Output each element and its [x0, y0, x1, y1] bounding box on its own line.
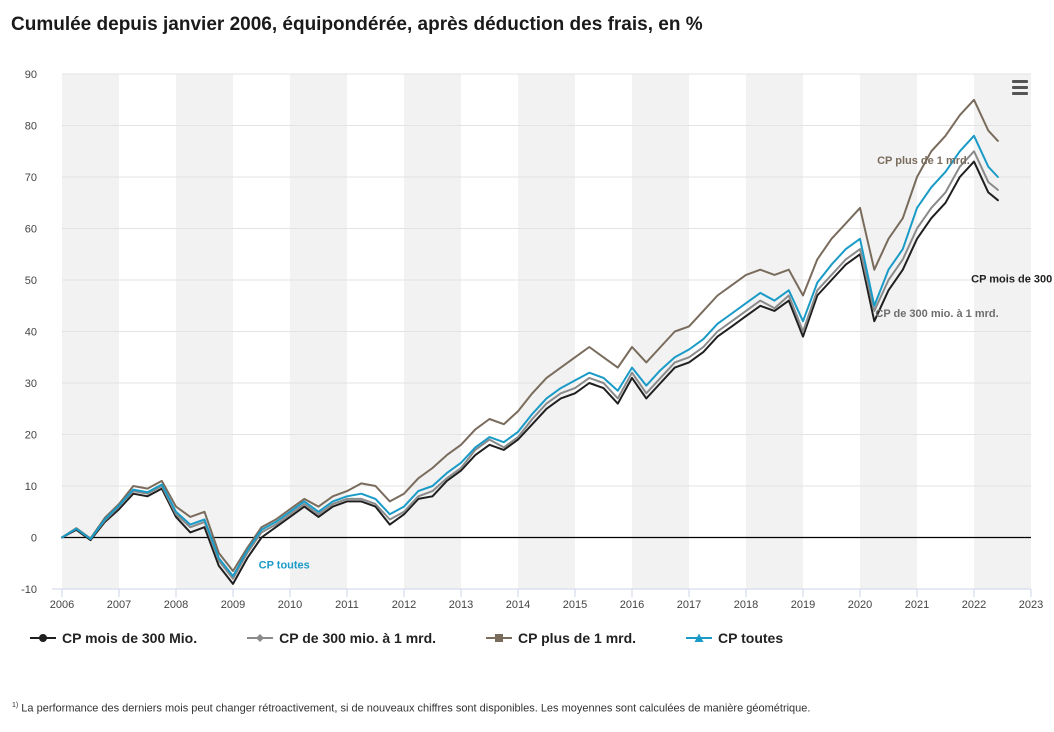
series-line-1[interactable]: [61, 150, 999, 580]
series-label: CP mois de 300 Mio.: [971, 274, 1054, 286]
y-tick-label: 90: [25, 69, 37, 81]
x-tick-label: 2023: [1019, 599, 1043, 611]
x-tick-label: 2019: [791, 599, 815, 611]
x-tick-label: 2021: [905, 599, 929, 611]
chart-menu-button[interactable]: [1006, 74, 1034, 100]
legend-symbol-circle-icon: [30, 634, 56, 642]
y-tick-label: 50: [25, 275, 37, 287]
hamburger-menu-icon: [1012, 80, 1028, 83]
x-tick-label: 2010: [278, 599, 302, 611]
footnote-text: La performance des derniers mois peut ch…: [18, 702, 811, 715]
series-label: CP plus de 1 mrd.: [877, 155, 970, 167]
legend-symbol-square-icon: [486, 634, 513, 642]
series-line-3[interactable]: [61, 134, 999, 578]
series-line-2[interactable]: [61, 98, 999, 572]
series-label: CP toutes: [259, 559, 310, 571]
footnote: 1) La performance des derniers mois peut…: [12, 702, 810, 715]
y-tick-label: 70: [25, 172, 37, 184]
x-tick-label: 2008: [164, 599, 188, 611]
series-line-0[interactable]: [61, 160, 999, 585]
legend-label: CP toutes: [718, 630, 784, 646]
x-tick-label: 2017: [677, 599, 701, 611]
y-tick-label: 10: [25, 481, 37, 493]
x-tick-label: 2011: [335, 599, 359, 611]
x-tick-label: 2014: [506, 599, 530, 611]
y-tick-label: 80: [25, 121, 37, 133]
x-axis-ticks: 2006 2007 2008 2009 2010 2011 2012 2013 2014 2015…: [50, 588, 1043, 611]
x-tick-label: 2012: [392, 599, 416, 611]
y-tick-label: 0: [31, 533, 37, 545]
x-tick-label: 2013: [449, 599, 473, 611]
x-tick-label: 2020: [848, 599, 872, 611]
y-axis-ticks: -10 0 10 20 30 40 50 60 70 80 90: [21, 69, 37, 596]
series-lines: [61, 98, 999, 585]
y-tick-label: 40: [25, 327, 37, 339]
x-tick-label: 2016: [620, 599, 644, 611]
y-tick-label: 60: [25, 224, 37, 236]
x-tick-label: 2009: [221, 599, 245, 611]
legend-label: CP de 300 mio. à 1 mrd.: [279, 630, 437, 646]
footnote-marker: 1): [12, 702, 19, 709]
y-tick-label: -10: [21, 584, 37, 596]
y-tick-label: 20: [25, 430, 37, 442]
y-tick-label: 30: [25, 378, 37, 390]
legend-symbol-triangle-icon: [686, 633, 713, 642]
legend-item-1[interactable]: CP de 300 mio. à 1 mrd.: [247, 630, 436, 646]
x-tick-label: 2015: [563, 599, 587, 611]
legend-item-0[interactable]: CP mois de 300 Mio.: [30, 630, 197, 646]
legend-item-2[interactable]: CP plus de 1 mrd.: [486, 630, 636, 646]
x-tick-label: 2006: [50, 599, 74, 611]
x-tick-label: 2007: [107, 599, 131, 611]
legend-label: CP mois de 300 Mio.: [62, 630, 198, 646]
legend-item-3[interactable]: CP toutes: [686, 630, 783, 646]
legend-label: CP plus de 1 mrd.: [518, 630, 637, 646]
chart-legend: CP mois de 300 Mio. CP de 300 mio. à 1 mr…: [30, 626, 783, 650]
x-tick-label: 2018: [734, 599, 758, 611]
legend-symbol-diamond-icon: [247, 634, 274, 642]
series-labels: CP plus de 1 mrd. CP mois de 300 Mio. CP d…: [259, 155, 1054, 571]
series-label: CP de 300 mio. à 1 mrd.: [875, 308, 998, 320]
x-tick-label: 2022: [962, 599, 986, 611]
chart-title: Cumulée depuis janvier 2006, équipondéré…: [11, 14, 703, 35]
